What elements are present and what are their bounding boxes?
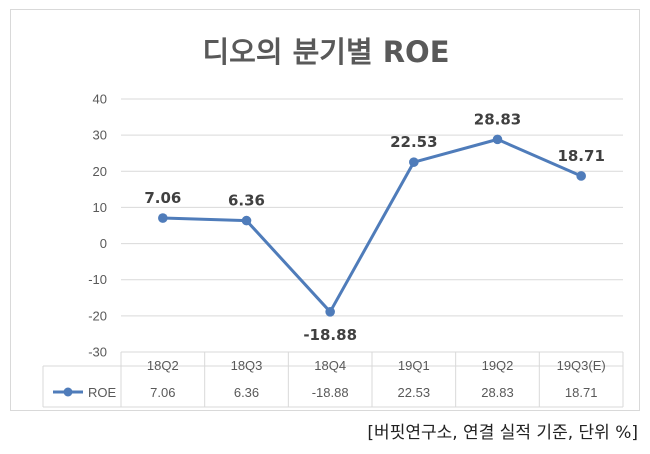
legend-marker xyxy=(63,387,73,397)
chart-frame: 디오의 분기별 ROE 40 30 20 10 0 -10 -20 -30 18Q2 18Q3 1… xyxy=(10,9,640,411)
data-label: 18.71 xyxy=(557,147,604,165)
data-point xyxy=(409,157,419,167)
source-note: [버핏연구소, 연결 실적 기준, 단위 %] xyxy=(367,423,638,443)
data-point xyxy=(158,213,168,223)
table-value-cell: 28.83 xyxy=(481,385,514,400)
data-point xyxy=(492,134,503,145)
data-label: 7.06 xyxy=(144,189,181,207)
x-category-label: 19Q1 xyxy=(398,358,430,373)
data-label: 28.83 xyxy=(474,110,521,128)
legend-label: ROE xyxy=(88,385,117,400)
y-tick-label: 40 xyxy=(93,92,107,107)
roe-line-chart: 디오의 분기별 ROE 40 30 20 10 0 -10 -20 -30 18Q2 18Q3 1… xyxy=(42,35,624,408)
y-tick-label: 30 xyxy=(93,128,107,143)
data-label: 6.36 xyxy=(228,192,265,210)
data-label: -18.88 xyxy=(303,326,357,344)
y-tick-label: -30 xyxy=(88,345,107,360)
x-category-label: 18Q4 xyxy=(314,358,346,373)
y-tick-label: 10 xyxy=(93,200,107,215)
series-line-roe xyxy=(162,137,582,314)
x-category-label: 18Q3 xyxy=(231,358,263,373)
data-point xyxy=(576,171,586,181)
x-category-label: 18Q2 xyxy=(147,358,179,373)
table-value-cell: 6.36 xyxy=(234,385,259,400)
table-value-cell: -18.88 xyxy=(312,385,349,400)
chart-title: 디오의 분기별 ROE xyxy=(202,35,449,69)
y-tick-label: -10 xyxy=(88,272,107,287)
x-category-label: 19Q2 xyxy=(482,358,514,373)
table-value-cell: 7.06 xyxy=(150,385,175,400)
y-tick-label: -20 xyxy=(88,308,107,323)
y-tick-label: 20 xyxy=(93,164,107,179)
data-label: 22.53 xyxy=(390,133,437,151)
table-value-cell: 22.53 xyxy=(398,385,431,400)
y-tick-label: 0 xyxy=(100,236,107,251)
x-category-label: 19Q3(E) xyxy=(557,358,606,373)
data-point xyxy=(325,307,335,317)
table-value-cell: 18.71 xyxy=(565,385,598,400)
data-point xyxy=(241,215,252,226)
